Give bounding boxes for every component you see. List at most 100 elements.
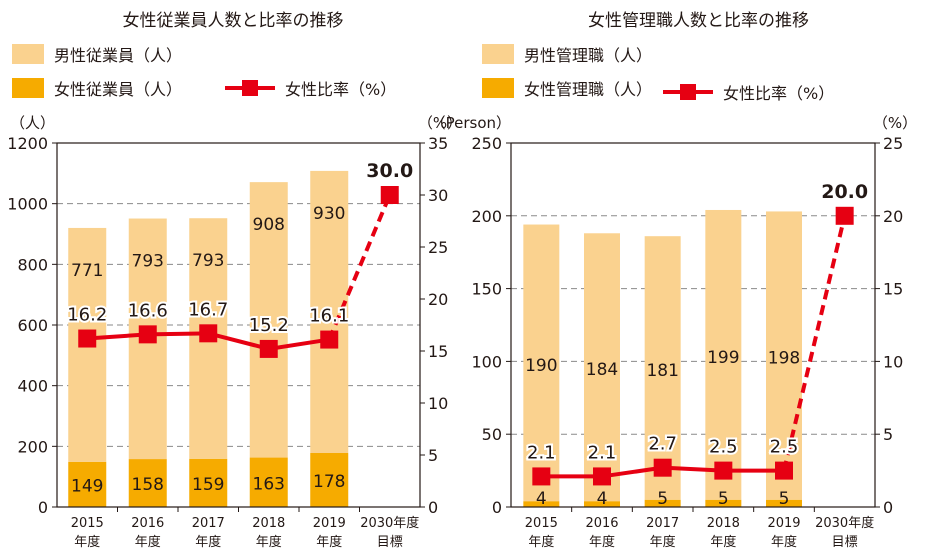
legend-swatch-male — [12, 44, 44, 64]
x-tick-label-suffix: 年度 — [316, 534, 342, 550]
x-tick-label: 2016 — [585, 516, 618, 531]
bar-male-label: 793 — [192, 251, 224, 271]
bar-female-label: 163 — [253, 474, 285, 494]
ratio-label: 2.1 — [588, 442, 617, 463]
x-tick-label-suffix: 年度 — [650, 534, 676, 550]
bar-male — [310, 170, 349, 454]
bar-male — [705, 209, 742, 500]
x-tick-label-suffix: 年度 — [74, 534, 100, 550]
y-left-tick-label: 200 — [471, 207, 502, 226]
bar-female — [523, 501, 560, 507]
legend-label-ratio: 女性比率（%） — [285, 80, 397, 99]
y-left-tick-label: 800 — [17, 255, 48, 274]
bar-male-label: 771 — [71, 261, 103, 281]
y-left-tick-label: 50 — [482, 425, 502, 444]
y-right-tick-label: 10 — [428, 394, 448, 413]
y-right-tick-label: 0 — [428, 498, 438, 517]
ratio-marker — [593, 467, 611, 486]
ratio-label: 2.5 — [770, 437, 799, 458]
ratio-label: 16.7 — [188, 299, 228, 320]
x-tick-label: 2030年度 — [360, 515, 419, 531]
bar-female — [249, 457, 288, 507]
bar-female-label: 149 — [71, 476, 103, 496]
legend-swatch-female — [482, 78, 514, 98]
x-tick-label-suffix: 年度 — [135, 534, 161, 550]
ratio-marker — [835, 206, 854, 225]
y-right-tick-label: 35 — [428, 134, 448, 153]
x-tick-label: 2016 — [131, 516, 164, 531]
legend-label-male: 男性管理職（人） — [524, 46, 653, 65]
ratio-label: 16.6 — [128, 300, 168, 321]
y-right-tick-label: 10 — [883, 352, 903, 371]
x-tick-label-suffix: 目標 — [377, 535, 403, 550]
x-tick-label-suffix: 年度 — [710, 534, 736, 550]
bar-female — [644, 499, 681, 507]
bar-female-label: 158 — [132, 475, 164, 495]
y-left-tick-label: 400 — [17, 377, 48, 396]
y-right-tick-label: 0 — [883, 498, 893, 517]
bar-female-label: 178 — [313, 472, 345, 492]
legend-item-female: 女性管理職（人） — [482, 76, 652, 100]
legend-item-female: 女性従業員（人） — [12, 76, 182, 100]
legend-item-male: 男性管理職（人） — [482, 42, 652, 66]
y-left-tick-label: 200 — [17, 437, 48, 456]
y-right-tick-label: 25 — [428, 238, 448, 257]
employee-chart-panel: 女性従業員人数と比率の推移 男性従業員（人） 女性従業員（人） 女性比率（%） … — [7, 11, 462, 550]
bar-female-label: 159 — [192, 475, 224, 495]
y-right-tick-label: 15 — [428, 342, 448, 361]
bar-female — [68, 461, 107, 507]
x-tick-label: 2015 — [525, 516, 558, 531]
ratio-marker — [199, 324, 218, 343]
bar-female-label: 4 — [536, 489, 547, 509]
ratio-marker — [320, 330, 339, 349]
ratio-label: 2.1 — [527, 442, 556, 463]
y-left-unit: （Person） — [431, 114, 511, 132]
bar-female — [584, 501, 620, 507]
y-right-unit: （%） — [418, 114, 462, 132]
bar-male-label: 184 — [586, 360, 618, 380]
ratio-marker — [138, 325, 157, 344]
legend-swatch-ratio — [663, 82, 713, 102]
y-left-tick-label: 250 — [471, 134, 502, 153]
ratio-marker — [532, 467, 551, 486]
x-tick-label-suffix: 年度 — [195, 534, 221, 550]
y-left-unit: （人） — [10, 114, 55, 132]
bar-female — [189, 458, 228, 507]
bar-male — [249, 182, 288, 458]
legend-item-ratio: 女性比率（%） — [225, 76, 396, 100]
bar-female — [766, 499, 802, 507]
x-tick-label: 2018 — [707, 516, 740, 531]
ratio-label: 30.0 — [366, 160, 413, 182]
ratio-target-line — [782, 215, 847, 472]
y-left-tick-label: 0 — [492, 498, 502, 517]
bar-male-label: 908 — [253, 215, 285, 235]
bar-female-label: 5 — [718, 489, 729, 509]
bar-male-label: 198 — [768, 349, 800, 369]
legend-swatch-ratio — [225, 78, 275, 98]
chart-title: 女性従業員人数と比率の推移 — [122, 11, 344, 31]
ratio-marker — [380, 186, 399, 204]
y-right-unit: （%） — [873, 114, 917, 132]
y-left-tick-label: 100 — [471, 352, 502, 371]
bar-male — [644, 236, 681, 500]
bar-male — [523, 224, 560, 502]
ratio-label: 16.2 — [67, 305, 107, 326]
y-left-tick-label: 150 — [471, 280, 502, 299]
y-right-tick-label: 25 — [883, 134, 903, 153]
chart-plot-area: 0 200 400 600 800 1000 1200 0 5 10 15 20 25 30 35 （人） （%… — [7, 114, 462, 550]
x-tick-label-suffix: 年度 — [528, 534, 554, 550]
ratio-label: 20.0 — [821, 181, 868, 203]
y-left-tick-label: 600 — [17, 316, 48, 335]
x-tick-label-suffix: 年度 — [771, 534, 797, 550]
bar-male-label: 793 — [132, 252, 164, 272]
legend-label-male: 男性従業員（人） — [54, 46, 183, 65]
y-right-tick-label: 20 — [428, 290, 448, 309]
manager-chart-panel: 女性管理職人数と比率の推移 男性管理職（人） 女性管理職（人） 女性比率（%） … — [431, 0, 931, 557]
ratio-label: 2.7 — [648, 434, 677, 455]
ratio-label: 15.2 — [249, 315, 289, 336]
bar-male-label: 930 — [313, 204, 345, 224]
bar-female-label: 5 — [779, 489, 790, 509]
y-left-tick-label: 1000 — [7, 195, 48, 214]
bar-male-label: 199 — [707, 348, 739, 368]
bar-male — [584, 233, 620, 502]
